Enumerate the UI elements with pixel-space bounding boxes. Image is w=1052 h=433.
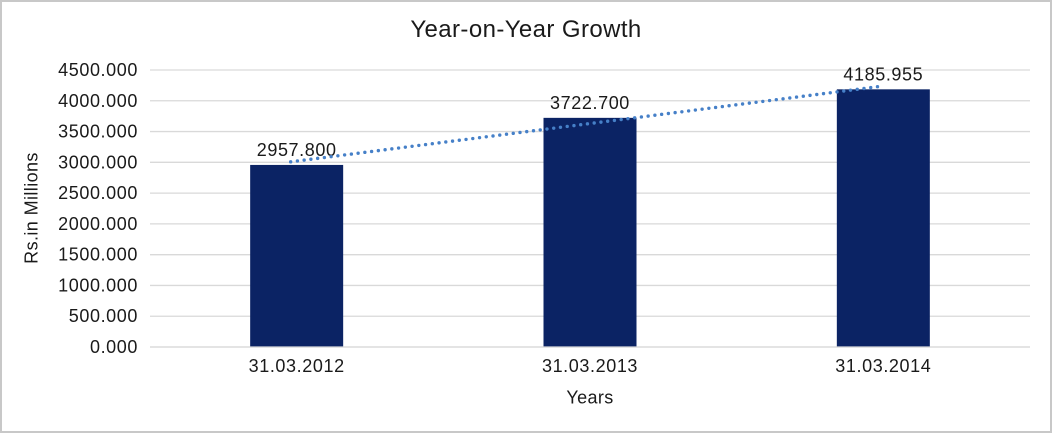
bar-value-label: 2957.800 xyxy=(257,140,337,160)
y-tick-label: 3500.000 xyxy=(58,122,138,142)
bar xyxy=(543,117,637,347)
x-category-label: 31.03.2014 xyxy=(835,356,931,376)
y-tick-label: 4000.000 xyxy=(58,91,138,111)
x-category-label: 31.03.2013 xyxy=(542,356,638,376)
y-tick-label: 1000.000 xyxy=(58,275,138,295)
bar-value-label: 3722.700 xyxy=(550,93,630,113)
y-tick-label: 500.000 xyxy=(69,306,138,326)
x-axis-title: Years xyxy=(566,387,614,408)
y-tick-label: 3000.000 xyxy=(58,152,138,172)
y-axis-title: Rs.in Millions xyxy=(21,152,42,264)
trendline xyxy=(288,84,884,164)
y-tick-label: 2000.000 xyxy=(58,214,138,234)
y-tick-label: 0.000 xyxy=(90,337,138,357)
chart-title: Year-on-Year Growth xyxy=(410,16,642,43)
bar xyxy=(836,89,930,348)
bar-value-label: 4185.955 xyxy=(843,64,923,84)
x-category-label: 31.03.2012 xyxy=(249,356,345,376)
y-tick-label: 2500.000 xyxy=(58,183,138,203)
bar xyxy=(250,164,344,347)
y-tick-label: 1500.000 xyxy=(58,245,138,265)
y-tick-label: 4500.000 xyxy=(58,60,138,80)
